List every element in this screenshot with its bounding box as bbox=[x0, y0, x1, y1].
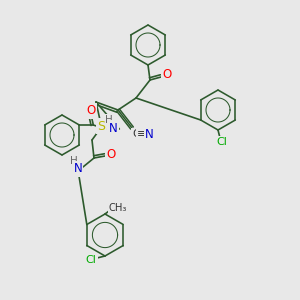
Text: ≡: ≡ bbox=[137, 129, 147, 139]
Text: Cl: Cl bbox=[217, 137, 227, 147]
Text: N: N bbox=[109, 122, 118, 134]
Text: Cl: Cl bbox=[85, 255, 96, 265]
Text: S: S bbox=[97, 119, 105, 133]
Text: O: O bbox=[87, 104, 96, 118]
Text: C: C bbox=[132, 129, 140, 139]
Text: H: H bbox=[70, 156, 78, 166]
Text: O: O bbox=[162, 68, 172, 82]
Text: N: N bbox=[74, 163, 82, 176]
Text: N: N bbox=[145, 128, 153, 142]
Text: O: O bbox=[106, 148, 116, 160]
Text: H: H bbox=[105, 115, 113, 125]
Text: CH₃: CH₃ bbox=[109, 203, 127, 213]
